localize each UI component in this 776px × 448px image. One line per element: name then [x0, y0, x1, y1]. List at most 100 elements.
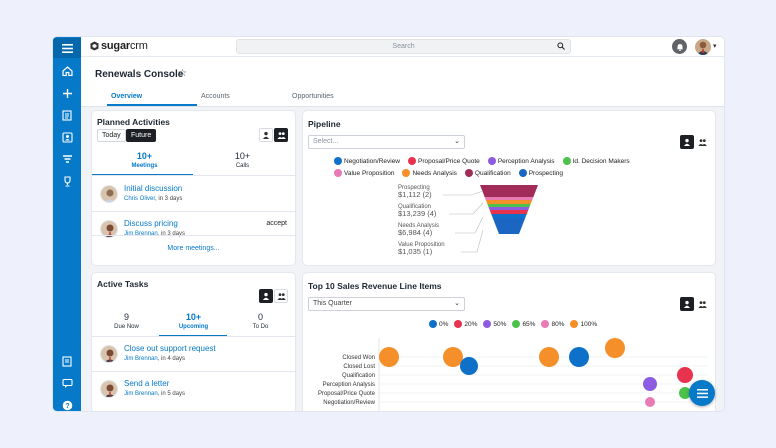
legend-entry[interactable]: 65%	[512, 320, 535, 328]
list-item[interactable]: Discuss pricing Jim Brennan, in 3 days	[100, 218, 290, 244]
sugarcrm-logo[interactable]: sugar crm	[90, 40, 148, 52]
funnel-segment[interactable]	[488, 207, 530, 210]
revenue-bubble[interactable]	[460, 357, 478, 375]
more-meetings-link[interactable]: More meetings...	[167, 245, 220, 252]
tab-overview[interactable]: Overview	[111, 93, 143, 100]
user-view-button[interactable]	[680, 135, 694, 149]
list-item[interactable]: Close out support request Jim Brennan, i…	[100, 343, 290, 369]
home-icon[interactable]	[53, 61, 81, 81]
activity-meta: Chris Oliver, in 3 days	[124, 196, 182, 202]
team-view-button[interactable]	[274, 289, 288, 303]
legend-entry[interactable]: 80%	[541, 320, 564, 328]
due-now-stat[interactable]: 9 Due Now	[104, 312, 149, 330]
period-select[interactable]: This Quarter ⌄	[308, 297, 465, 311]
user-view-button[interactable]	[259, 128, 273, 142]
page-header: Renewals Console ☆ Overview Accounts Opp…	[81, 57, 724, 107]
favorite-star-icon[interactable]: ☆	[178, 68, 187, 79]
plus-icon[interactable]	[53, 83, 81, 103]
activity-person[interactable]: Chris Oliver	[124, 196, 156, 202]
calendar-icon[interactable]	[53, 105, 81, 125]
calls-stat[interactable]: 10+ Calls	[220, 151, 265, 169]
legend-entry[interactable]: Negotiation/Review	[334, 157, 400, 165]
task-title[interactable]: Close out support request	[124, 344, 216, 353]
active-tab-indicator	[107, 104, 197, 106]
legend-entry[interactable]: 0%	[429, 320, 448, 328]
funnel-segment[interactable]	[489, 210, 529, 214]
legend-label: Negotiation/Review	[344, 157, 401, 165]
funnel-segment[interactable]	[484, 197, 534, 200]
team-view-button[interactable]	[274, 128, 288, 142]
legend-entry[interactable]: Prospecting	[518, 169, 563, 177]
list-item[interactable]: Initial discussion Chris Oliver, in 3 da…	[100, 183, 290, 209]
filter-icon[interactable]	[53, 149, 81, 169]
legend-entry[interactable]: Needs Analysis	[402, 169, 457, 177]
team-view-button[interactable]	[695, 135, 709, 149]
due-now-label: Due Now	[114, 324, 139, 330]
funnel-segment[interactable]	[485, 200, 533, 204]
legend-entry[interactable]: Value Proposition	[334, 169, 394, 177]
legend-entry[interactable]: Id. Decision Makers	[562, 157, 630, 165]
activity-title[interactable]: Initial discussion	[124, 184, 183, 193]
accept-button[interactable]: accept	[266, 220, 287, 227]
user-view-button[interactable]	[259, 289, 273, 303]
global-search-input[interactable]: Search	[236, 39, 571, 54]
trophy-icon[interactable]	[53, 171, 81, 191]
legend-label: 80%	[551, 320, 565, 328]
meetings-stat[interactable]: 10+ Meetings	[122, 151, 167, 169]
user-avatar[interactable]	[695, 39, 711, 55]
user-menu-chevron-icon[interactable]: ▾	[713, 43, 717, 50]
funnel-stage-amount: $1,035 (1)	[398, 247, 433, 256]
legend-entry[interactable]: Proposal/Price Quote	[408, 157, 480, 165]
legend-entry[interactable]: Perception Analysis	[487, 157, 555, 165]
chevron-down-icon: ⌄	[454, 138, 460, 145]
activity-title[interactable]: Discuss pricing	[124, 219, 178, 228]
today-toggle[interactable]: Today	[97, 129, 126, 142]
funnel-leader-line	[455, 216, 484, 234]
revenue-bubble[interactable]	[443, 347, 463, 367]
upcoming-stat[interactable]: 10+ Upcoming	[171, 312, 216, 330]
notes-icon[interactable]	[53, 351, 81, 371]
user-view-button[interactable]	[680, 297, 694, 311]
pipeline-select-placeholder: Select...	[313, 138, 339, 145]
legend-entry[interactable]: 100%	[570, 320, 597, 328]
pipeline-filter-select[interactable]: Select... ⌄	[308, 135, 465, 149]
funnel-segment[interactable]	[480, 185, 538, 197]
funnel-segment[interactable]	[492, 218, 526, 234]
tab-accounts[interactable]: Accounts	[201, 93, 230, 100]
legend-entry[interactable]: 50%	[483, 320, 506, 328]
funnel-segment[interactable]	[491, 214, 527, 218]
search-icon[interactable]	[557, 42, 565, 50]
planned-activities-card: Planned Activities Today Future 10+ Meet…	[92, 111, 295, 265]
tab-opportunities[interactable]: Opportunities	[292, 93, 334, 100]
period-select-value: This Quarter	[313, 300, 352, 307]
task-title[interactable]: Send a letter	[124, 379, 170, 388]
notifications-bell-icon[interactable]	[672, 39, 687, 54]
future-toggle[interactable]: Future	[126, 129, 157, 142]
quick-menu-button[interactable]	[689, 380, 715, 406]
contacts-icon[interactable]	[53, 127, 81, 147]
revenue-bubble[interactable]	[379, 347, 399, 367]
legend-entry[interactable]: Qualification	[464, 169, 511, 177]
revenue-bubble[interactable]	[569, 347, 589, 367]
chat-icon[interactable]	[53, 373, 81, 393]
menu-icon[interactable]	[53, 38, 81, 58]
page-title: Renewals Console	[95, 69, 184, 80]
revenue-bubble[interactable]	[643, 377, 657, 391]
activity-person[interactable]: Jim Brennan	[124, 231, 158, 237]
revenue-bubble[interactable]	[677, 367, 693, 383]
revenue-bubble[interactable]	[539, 347, 559, 367]
logo-text-bold: sugar	[101, 40, 130, 52]
revenue-bubble[interactable]	[679, 387, 691, 399]
revenue-bubble[interactable]	[605, 338, 625, 358]
help-icon[interactable]: ?	[53, 395, 81, 411]
to-do-stat[interactable]: 0 To Do	[238, 312, 283, 330]
list-item[interactable]: Send a letter Jim Brennan, in 5 days	[100, 378, 290, 404]
active-tasks-title: Active Tasks	[97, 279, 149, 289]
task-person[interactable]: Jim Brennan	[124, 356, 158, 362]
revenue-bubble[interactable]	[645, 397, 655, 407]
legend-entry[interactable]: 20%	[454, 320, 477, 328]
team-view-button[interactable]	[695, 297, 709, 311]
legend-dot-icon	[487, 157, 496, 165]
funnel-segment[interactable]	[487, 204, 531, 207]
task-person[interactable]: Jim Brennan	[124, 391, 158, 397]
